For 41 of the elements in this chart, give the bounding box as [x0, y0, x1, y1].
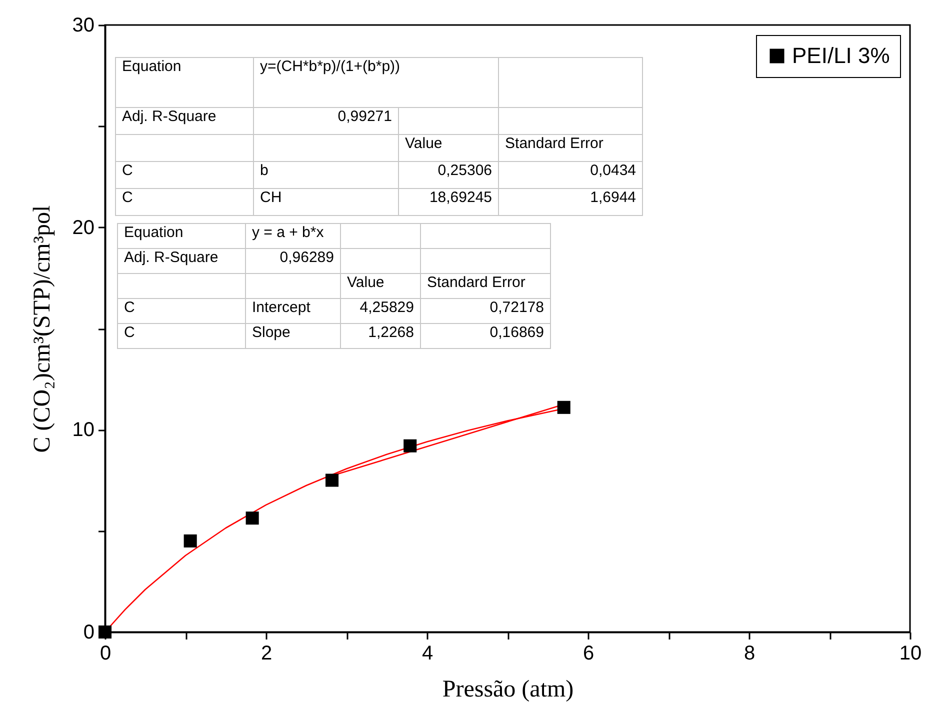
- y-tick-label: 30: [72, 14, 94, 36]
- x-tick-label: 2: [260, 642, 272, 664]
- y-axis-title: C (CO₂)cm³(STP)/cm³pol: [29, 204, 56, 453]
- annotation: 0,72178: [420, 298, 550, 324]
- annotation: 18,69245: [398, 188, 499, 216]
- x-tick-label: 6: [582, 642, 594, 664]
- annotation: Equation: [118, 224, 246, 248]
- annotation: y=(CH*b*p)/(1+(b*p)): [254, 58, 499, 108]
- annotation: y = a + b*x: [246, 224, 340, 248]
- annotation: CH: [254, 188, 398, 216]
- x-tick-label: 0: [100, 642, 112, 664]
- annotation: 0,16869: [420, 324, 550, 348]
- annotation: 4,25829: [340, 298, 420, 324]
- annotation: 1,6944: [498, 188, 643, 216]
- x-tick-label: 10: [899, 642, 922, 664]
- annotation: C: [118, 324, 246, 348]
- annotation: Value: [398, 134, 499, 162]
- legend-label: PEI/LI 3%: [792, 43, 890, 68]
- x-tick-label: 8: [744, 642, 756, 664]
- annotation: C: [116, 188, 254, 216]
- annotation: Adj. R-Square: [118, 248, 246, 274]
- annotation: Intercept: [246, 298, 340, 324]
- annotation: Value: [340, 274, 420, 298]
- annotation: Equation: [116, 58, 254, 108]
- y-tick-label: 10: [72, 419, 94, 442]
- annotation: C: [116, 162, 254, 188]
- annotation: b: [254, 162, 398, 188]
- annotation: 1,2268: [340, 324, 420, 348]
- x-axis-title: Pressão (atm): [442, 676, 574, 702]
- x-tick-label: 4: [422, 642, 434, 664]
- y-tick-label: 0: [83, 622, 94, 644]
- annotation: 0,99271: [254, 108, 398, 134]
- annotation: 0,25306: [398, 162, 499, 188]
- annotation: Standard Error: [498, 134, 643, 162]
- y-tick-label: 20: [72, 216, 94, 239]
- annotation: Standard Error: [420, 274, 550, 298]
- annotation: C: [118, 298, 246, 324]
- annotation: 0,96289: [246, 248, 340, 274]
- annotation: 0,0434: [498, 162, 643, 188]
- annotation: Adj. R-Square: [116, 108, 254, 134]
- annotation: Slope: [246, 324, 340, 348]
